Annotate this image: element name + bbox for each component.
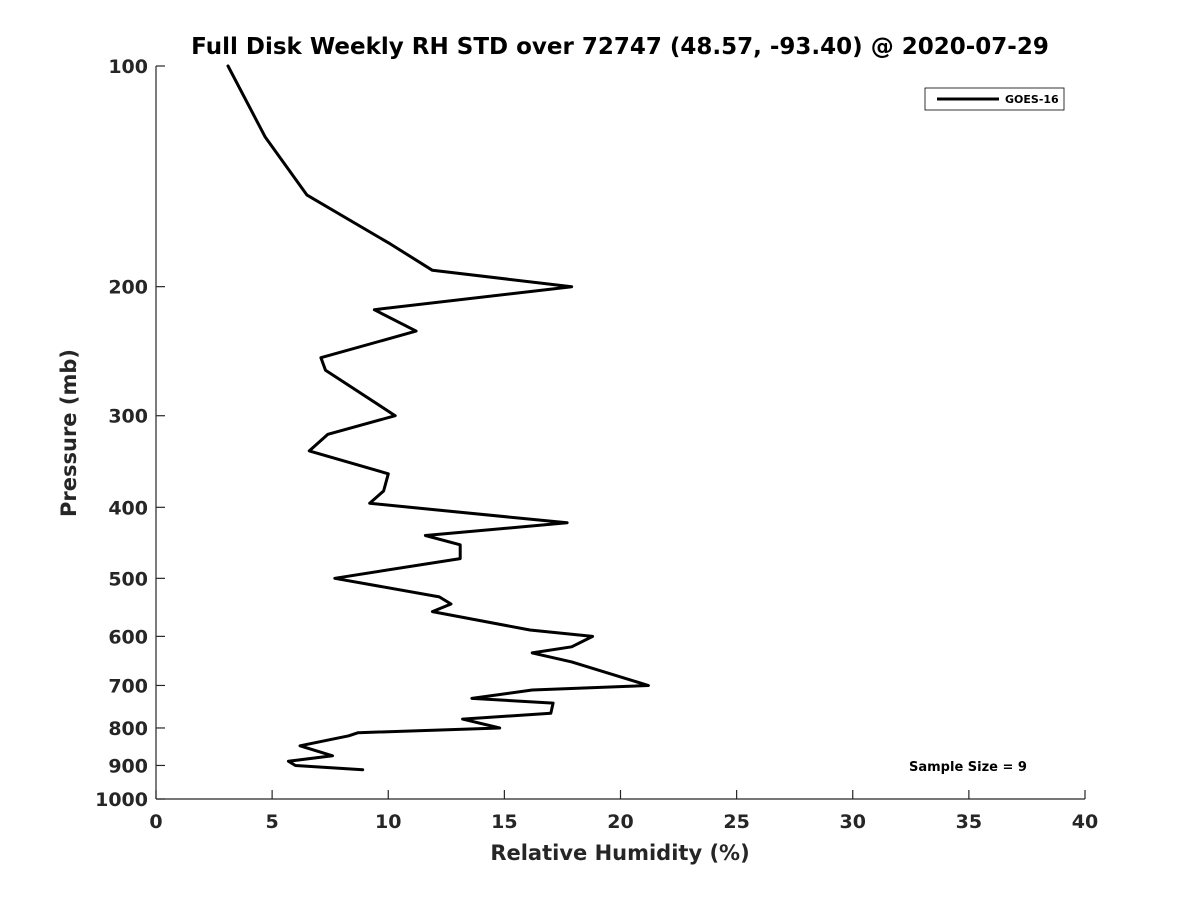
x-tick-label: 15 [491, 811, 517, 833]
axes [155, 66, 1085, 800]
x-ticks: 0 5 10 15 20 25 30 35 40 [149, 790, 1098, 833]
y-tick-label: 200 [108, 277, 148, 299]
x-tick-label: 30 [840, 811, 866, 833]
x-tick-label: 25 [723, 811, 749, 833]
y-tick-label: 500 [108, 568, 148, 590]
x-tick-label: 40 [1072, 811, 1098, 833]
x-tick-label: 20 [607, 811, 633, 833]
y-tick-label: 700 [108, 675, 148, 697]
series-line-goes-16 [226, 64, 650, 772]
x-axis-label: Relative Humidity (%) [490, 841, 749, 865]
y-tick-label: 600 [108, 626, 148, 648]
legend-label-goes-16: GOES-16 [1005, 93, 1059, 106]
sample-size-annotation: Sample Size = 9 [909, 760, 1027, 775]
y-tick-label: 800 [108, 718, 148, 740]
chart-title: Full Disk Weekly RH STD over 72747 (48.5… [191, 34, 1049, 60]
x-tick-label: 35 [956, 811, 982, 833]
x-tick-label: 10 [375, 811, 401, 833]
y-tick-label: 400 [108, 497, 148, 519]
x-tick-label: 0 [149, 811, 162, 833]
y-tick-label: 300 [108, 406, 148, 428]
x-tick-label: 5 [266, 811, 279, 833]
y-ticks: 100 200 300 400 500 600 700 800 900 1000 [95, 56, 165, 811]
y-axis-label: Pressure (mb) [57, 349, 81, 517]
y-tick-label: 100 [108, 56, 148, 78]
y-tick-label: 900 [108, 755, 148, 777]
legend: GOES-16 [924, 87, 1065, 111]
series-layer [226, 64, 650, 772]
y-tick-label: 1000 [95, 789, 148, 811]
